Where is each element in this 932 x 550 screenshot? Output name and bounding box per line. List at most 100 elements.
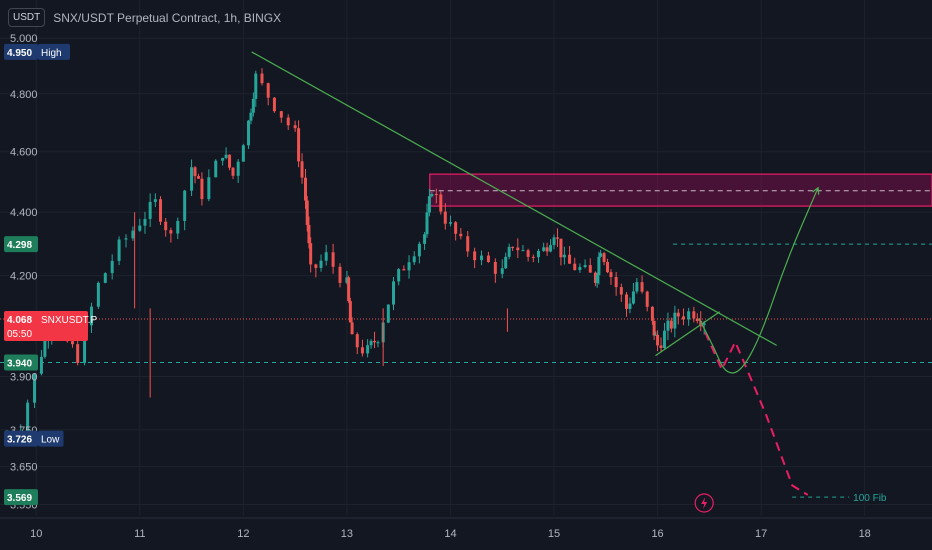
fib-level-label: 100 Fib bbox=[853, 493, 887, 504]
candle-body bbox=[676, 312, 680, 317]
candle-body bbox=[324, 252, 328, 261]
candle-body bbox=[83, 325, 87, 363]
current-price-value: 4.068 bbox=[7, 315, 32, 326]
candle-body bbox=[673, 312, 677, 329]
high-price-badge-label-bg bbox=[38, 43, 70, 60]
level-price-badge-value: 4.298 bbox=[7, 240, 32, 251]
candle-body bbox=[448, 222, 452, 224]
current-price-countdown: 05:50 bbox=[7, 329, 32, 340]
candle-body bbox=[196, 176, 200, 179]
candle-body bbox=[430, 194, 434, 197]
candle-body bbox=[602, 253, 606, 262]
horizontal-lines: 100 Fib bbox=[0, 243, 932, 504]
candle-body bbox=[348, 301, 352, 323]
candle-body bbox=[338, 266, 342, 283]
low-price-badge-label-bg bbox=[38, 430, 64, 447]
candle-body bbox=[588, 265, 592, 273]
candle-body bbox=[131, 230, 135, 239]
candle-body bbox=[286, 117, 290, 126]
quote-currency-badge[interactable]: USDT bbox=[8, 8, 46, 27]
bullish-projection-path[interactable] bbox=[698, 187, 819, 374]
candle-body bbox=[345, 277, 349, 283]
high-price-badge: 4.950 High bbox=[4, 43, 70, 60]
candle-body bbox=[407, 262, 411, 271]
candle-body bbox=[578, 267, 582, 271]
candle-body bbox=[279, 111, 283, 118]
resistance-zone[interactable] bbox=[429, 173, 932, 207]
candle-body bbox=[143, 218, 147, 226]
level-price-badge: 4.298 bbox=[4, 236, 38, 253]
candle-body bbox=[504, 256, 508, 269]
candle-body bbox=[124, 238, 128, 240]
candle-body bbox=[33, 373, 37, 403]
candle-body bbox=[568, 254, 572, 264]
candle-body bbox=[549, 245, 553, 252]
candle-body bbox=[583, 265, 587, 268]
candle-body bbox=[110, 260, 114, 274]
candle-body bbox=[221, 157, 225, 161]
candle-body bbox=[319, 260, 323, 268]
candle-body bbox=[599, 253, 603, 257]
rising-trendline[interactable] bbox=[655, 311, 721, 357]
drawings[interactable] bbox=[251, 51, 820, 513]
candle-body bbox=[272, 97, 276, 112]
candle-body bbox=[459, 233, 463, 237]
candle-body bbox=[266, 83, 270, 98]
candle-body bbox=[297, 128, 301, 162]
y-tick-label: 3.650 bbox=[10, 462, 38, 474]
candle-body bbox=[654, 334, 658, 336]
x-tick-label: 14 bbox=[444, 528, 456, 540]
current-price-symbol: SNXUSDT.P bbox=[41, 315, 97, 326]
candle-body bbox=[39, 356, 43, 374]
x-tick-label: 18 bbox=[859, 528, 871, 540]
candle-body bbox=[669, 320, 673, 329]
candle-body bbox=[493, 261, 497, 274]
projection-arrowhead bbox=[812, 186, 820, 195]
candle-body bbox=[43, 338, 47, 357]
x-tick-label: 16 bbox=[651, 528, 663, 540]
support-price-badge-bg bbox=[4, 354, 38, 371]
candle-body bbox=[545, 247, 549, 252]
candle-body bbox=[376, 342, 380, 344]
bearish-projection-path[interactable] bbox=[698, 317, 809, 496]
candle-body bbox=[652, 320, 656, 336]
resistance-zone-box[interactable] bbox=[429, 173, 932, 207]
candle-body bbox=[466, 236, 470, 252]
candle-body bbox=[480, 255, 484, 261]
high-price-badge-value: 4.950 bbox=[7, 48, 32, 59]
price-badges: 4.950 High 4.298 4.068 SNXUSDT.P 05:50 3.940 3.… bbox=[4, 43, 97, 506]
candle-body bbox=[200, 178, 204, 200]
candle-body bbox=[369, 340, 373, 346]
candle-body bbox=[103, 273, 107, 283]
support-price-badge-value: 3.940 bbox=[7, 359, 32, 370]
candle-body bbox=[231, 167, 235, 176]
candle-body bbox=[207, 177, 211, 200]
candle-body bbox=[303, 177, 307, 201]
grid-layer bbox=[0, 0, 932, 516]
candle-body bbox=[645, 291, 649, 307]
chart-title-bar: USDT SNX/USDT Perpetual Contract, 1h, BI… bbox=[8, 8, 281, 27]
candle-body bbox=[692, 311, 696, 319]
candle-body bbox=[555, 237, 559, 239]
candle-body bbox=[434, 194, 438, 196]
x-tick-label: 12 bbox=[237, 528, 249, 540]
candle-body bbox=[681, 316, 685, 320]
candle-body bbox=[193, 167, 197, 177]
x-axis[interactable]: 10 11 12 13 14 15 16 17 18 bbox=[0, 517, 932, 550]
candle-body bbox=[350, 322, 354, 335]
y-tick-label: 4.400 bbox=[10, 207, 38, 219]
candle-body bbox=[425, 212, 429, 235]
descending-trendline[interactable] bbox=[251, 51, 777, 346]
candle-body bbox=[412, 256, 416, 263]
candle-body bbox=[628, 303, 632, 309]
x-tick-label: 10 bbox=[30, 528, 42, 540]
candle-body bbox=[656, 334, 660, 346]
candles bbox=[5, 68, 706, 443]
candle-body bbox=[662, 330, 666, 348]
candle-body bbox=[214, 160, 218, 178]
low-price-badge: 3.726 Low bbox=[4, 430, 64, 447]
candle-body bbox=[254, 73, 258, 99]
candle-body bbox=[559, 238, 563, 258]
y-tick-label: 4.200 bbox=[10, 271, 38, 283]
